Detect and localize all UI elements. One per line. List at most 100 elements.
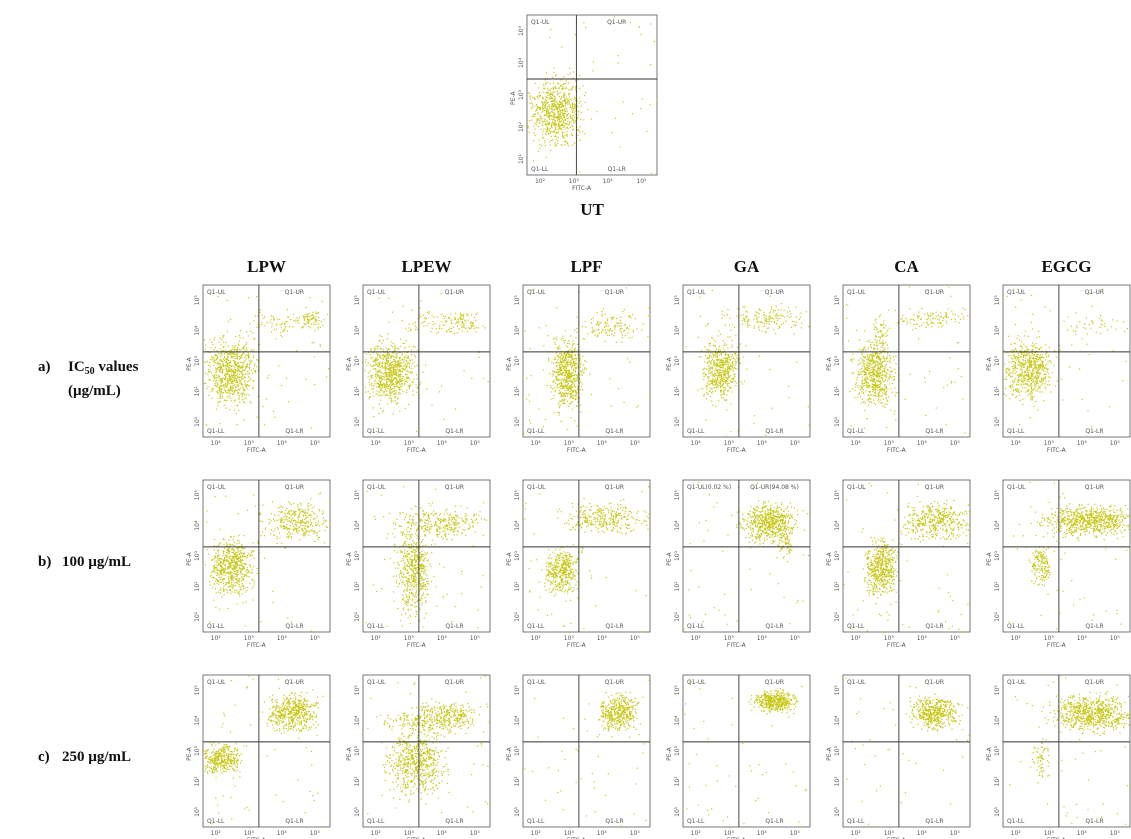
event-dot — [445, 315, 447, 318]
event-dot — [558, 125, 560, 127]
event-dot — [717, 363, 719, 365]
event-dot — [710, 361, 712, 364]
event-dot — [209, 361, 211, 363]
event-dot — [857, 393, 860, 395]
event-dot — [720, 359, 722, 362]
event-dot — [215, 359, 217, 361]
event-dot — [396, 353, 398, 355]
event-dot — [849, 390, 851, 393]
event-dot — [575, 395, 577, 397]
event-dot — [370, 358, 372, 360]
event-dot — [573, 119, 575, 121]
event-dot — [873, 329, 876, 331]
event-dot — [549, 124, 551, 126]
event-dot — [222, 336, 224, 339]
event-dot — [872, 395, 874, 397]
event-dot — [565, 345, 567, 347]
event-dot — [559, 102, 561, 104]
event-dot — [397, 381, 399, 384]
event-dot — [404, 382, 406, 384]
event-dot — [240, 356, 242, 358]
event-dot — [369, 354, 371, 356]
event-dot — [883, 358, 885, 360]
event-dot — [392, 370, 395, 372]
event-dot — [569, 361, 571, 363]
event-dot — [233, 356, 235, 358]
event-dot — [869, 359, 871, 361]
event-dot — [567, 384, 569, 386]
event-dot — [367, 362, 369, 364]
event-dot — [549, 141, 551, 143]
event-dot — [1016, 390, 1018, 393]
event-dot — [878, 357, 880, 359]
event-dot — [385, 390, 387, 392]
event-dot — [406, 357, 408, 359]
event-dot — [874, 352, 876, 354]
event-dot — [535, 105, 537, 107]
event-dot — [575, 379, 577, 381]
event-dot — [384, 363, 386, 365]
event-dot — [869, 345, 872, 347]
event-dot — [233, 368, 235, 370]
event-dot — [578, 378, 580, 380]
event-dot — [228, 388, 230, 390]
event-dot — [884, 374, 886, 376]
event-dot — [932, 312, 934, 314]
event-dot — [303, 316, 305, 318]
event-dot — [394, 400, 396, 402]
event-dot — [885, 363, 887, 366]
event-dot — [550, 125, 553, 127]
event-dot — [215, 353, 217, 356]
event-dot — [723, 345, 725, 347]
event-dot — [884, 403, 886, 405]
event-dot — [568, 356, 570, 358]
event-dot — [227, 356, 229, 358]
event-dot — [877, 373, 879, 375]
event-dot — [926, 322, 928, 324]
event-dot — [549, 127, 551, 129]
event-dot — [931, 321, 933, 323]
event-dot — [881, 392, 883, 394]
event-dot — [413, 361, 415, 363]
event-dot — [874, 347, 876, 350]
event-dot — [700, 356, 702, 358]
event-dot — [551, 130, 553, 133]
event-dot — [867, 399, 869, 401]
event-dot — [929, 370, 931, 372]
event-dot — [390, 379, 392, 381]
event-dot — [875, 352, 877, 354]
event-dot — [220, 371, 222, 373]
event-dot — [872, 362, 875, 364]
event-dot — [577, 111, 579, 113]
event-dot — [562, 361, 565, 363]
event-dot — [597, 335, 599, 337]
event-dot — [728, 354, 730, 356]
event-dot — [560, 362, 562, 364]
event-dot — [567, 73, 569, 75]
event-dot — [408, 346, 410, 348]
event-dot — [730, 365, 732, 367]
event-dot — [545, 156, 547, 158]
quadrant-label: Q1-LR — [285, 428, 303, 435]
event-dot — [736, 357, 738, 359]
event-dot — [272, 316, 274, 318]
event-dot — [533, 160, 535, 162]
event-dot — [553, 103, 555, 105]
event-dot — [407, 378, 409, 380]
event-dot — [409, 384, 411, 386]
event-dot — [397, 402, 399, 404]
event-dot — [395, 377, 397, 379]
event-dot — [205, 372, 207, 374]
event-dot — [719, 373, 721, 375]
event-dot — [561, 88, 563, 90]
event-dot — [405, 363, 407, 366]
event-dot — [236, 374, 238, 376]
event-dot — [715, 362, 717, 364]
event-dot — [388, 376, 390, 378]
event-dot — [563, 370, 566, 372]
event-dot — [858, 348, 860, 350]
event-dot — [398, 382, 400, 384]
event-dot — [373, 347, 376, 349]
event-dot — [722, 383, 724, 385]
event-dot — [708, 360, 711, 362]
